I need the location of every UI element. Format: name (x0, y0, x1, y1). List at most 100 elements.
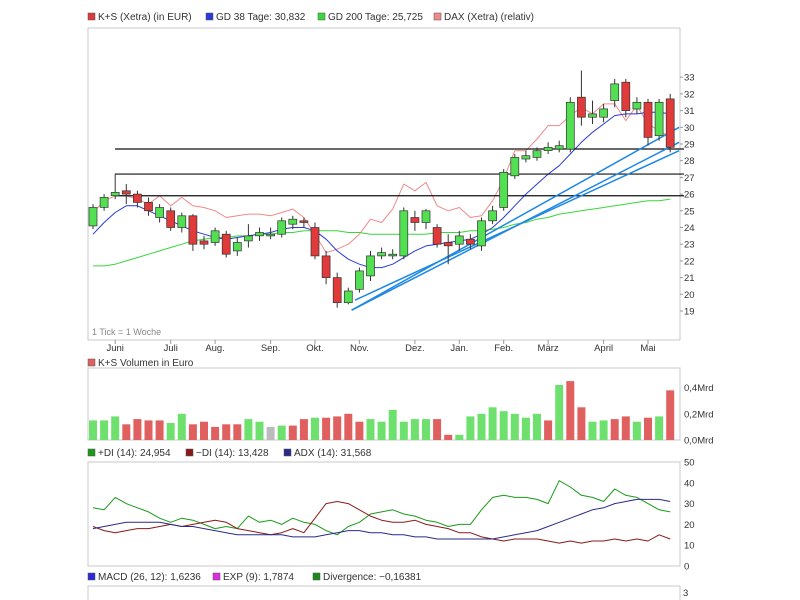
volume-bar (122, 424, 131, 440)
candle-body (255, 232, 264, 237)
volume-bar (566, 381, 575, 440)
volume-bar (632, 421, 641, 440)
legend-swatch-gd200 (317, 12, 326, 21)
volume-bar (311, 417, 319, 440)
candle-body (510, 157, 520, 177)
legend-swatch-dax (433, 12, 442, 21)
volume-bar (211, 426, 220, 440)
volume-bar (133, 419, 142, 440)
candle-body (499, 172, 509, 208)
volume-bar (111, 416, 120, 440)
candle-body (466, 238, 475, 245)
tick-note: 1 Tick = 1 Woche (92, 327, 161, 337)
adx-plot: 0 10 20 30 40 50 (92, 458, 695, 573)
candle-body (88, 207, 98, 227)
price-x-tick-label: Sep. (261, 343, 281, 354)
legend-swatch-volume (87, 358, 96, 367)
legend-dax: DAX (Xetra) (relativ) (444, 12, 534, 23)
volume-bar (266, 426, 275, 440)
candle-body (355, 270, 364, 290)
candle-body (232, 242, 242, 252)
adx-legend: +DI (14): 24,954 −DI (14): 13,428 ADX (1… (87, 448, 372, 459)
candle-body (543, 146, 553, 151)
candle-body (177, 215, 187, 228)
adx-y-tick-20: 20 (684, 520, 695, 531)
price-x-tick-label: Dez. (405, 343, 425, 354)
volume-bar (410, 419, 419, 440)
adx-panel (87, 461, 681, 567)
legend-price: K+S (Xetra) (in EUR) (98, 12, 192, 23)
adx-y-tick-30: 30 (684, 499, 695, 510)
adx-y-tick-10: 10 (684, 541, 695, 552)
candle-body (488, 210, 497, 222)
volume-bar (466, 416, 475, 440)
volume-bar (433, 419, 442, 440)
legend-swatch-divergence (312, 572, 321, 581)
volume-bar (388, 409, 397, 440)
legend-plus-di: +DI (14): 24,954 (98, 448, 171, 459)
adx-series--di- (92, 480, 671, 536)
legend-minus-di: −DI (14): 13,428 (196, 448, 269, 459)
legend-adx: ADX (14): 31,568 (294, 448, 372, 459)
volume-bar (344, 413, 353, 440)
candle-body (321, 255, 331, 278)
candle-body (332, 277, 342, 303)
candle-body (421, 210, 431, 223)
candle-body (277, 220, 287, 235)
volume-bar (488, 407, 497, 440)
volume-bar (222, 424, 231, 440)
price-y-tick-20: 20 (684, 290, 695, 301)
volume-bar (299, 419, 308, 440)
volume-bar (499, 411, 508, 440)
legend-exp: EXP (9): 1,7874 (223, 572, 294, 583)
candle-body (621, 81, 631, 111)
candle-body (432, 227, 442, 245)
price-x-tick-label: Aug. (205, 343, 225, 354)
candle-body (377, 252, 386, 257)
price-x-tick-label: Juli (164, 343, 178, 354)
volume-bar (322, 417, 331, 440)
volume-bar (666, 390, 675, 440)
legend-swatch-minus-di (185, 448, 194, 457)
volume-bar (455, 434, 464, 440)
adx-y-tick-0: 0 (684, 562, 689, 573)
candle-body (477, 220, 486, 247)
volume-bar (177, 413, 186, 440)
price-y-tick-19: 19 (684, 307, 695, 318)
volume-bar (244, 419, 253, 440)
candle-body (188, 215, 198, 245)
adx-y-tick-50: 50 (684, 458, 695, 469)
price-y-tick-26: 26 (684, 190, 695, 201)
volume-bar (100, 420, 109, 440)
price-y-tick-28: 28 (684, 156, 695, 167)
candle-body (654, 101, 664, 137)
price-y-tick-25: 25 (684, 206, 695, 217)
volume-bar (188, 424, 197, 440)
candle-body (299, 220, 309, 223)
trendline (351, 126, 680, 311)
legend-swatch-gd38 (205, 12, 214, 21)
price-plot: 19 20 21 22 23 24 25 26 27 28 29 30 31 32 33 Juni Juli Au… (88, 70, 695, 354)
candle-body (133, 193, 142, 203)
price-y-tick-29: 29 (684, 140, 695, 151)
volume-bar (599, 420, 608, 440)
volume-bar (355, 421, 364, 440)
candle-body (610, 83, 620, 101)
candle-body (443, 242, 453, 247)
volume-bar (89, 420, 97, 440)
legend-macd: MACD (26, 12): 1,6236 (98, 572, 201, 583)
candle-body (310, 227, 320, 257)
volume-bar (444, 434, 453, 440)
price-y-tick-22: 22 (684, 256, 695, 267)
price-x-tick-label: März (538, 343, 559, 354)
price-y-tick-31: 31 (684, 106, 695, 117)
candle-body (577, 96, 586, 118)
price-x-tick-label: Jan. (450, 343, 468, 354)
legend-swatch-adx (283, 448, 292, 457)
macd-tick-3: 3 (683, 588, 688, 599)
volume-bar (621, 416, 630, 440)
trendline (354, 149, 680, 301)
candle-body (399, 210, 409, 257)
candle-body (554, 145, 564, 150)
price-y-tick-27: 27 (684, 173, 695, 184)
